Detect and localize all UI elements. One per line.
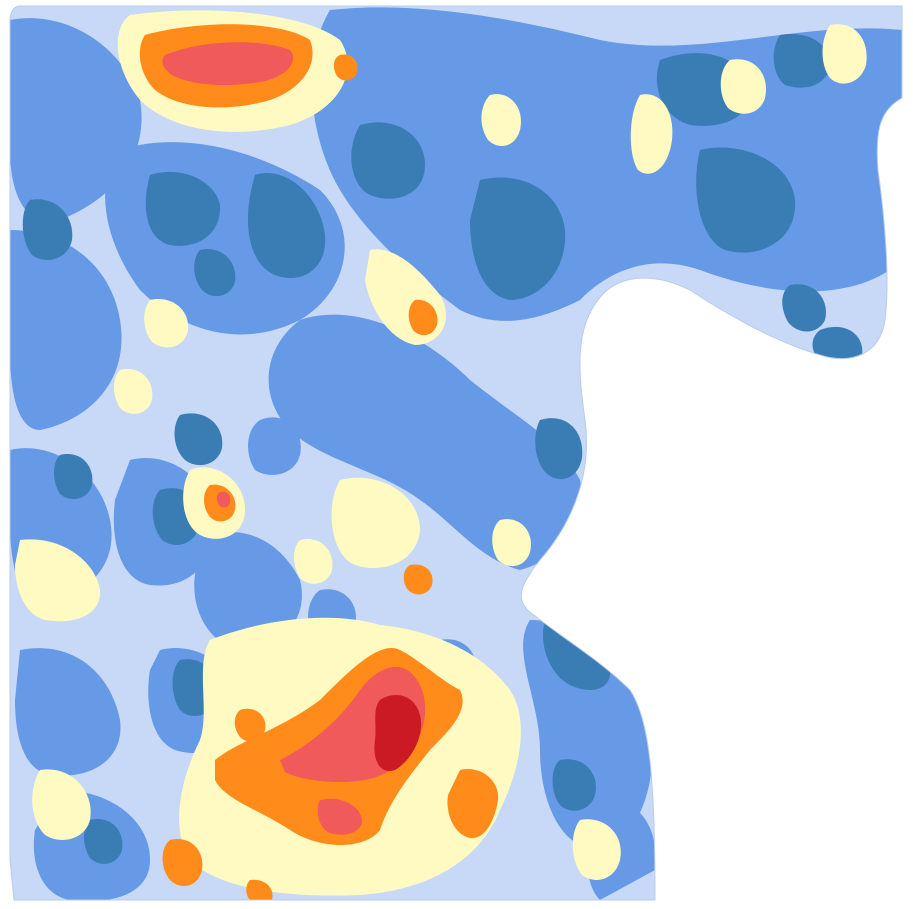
field-heatmap-map (0, 0, 913, 909)
field-area (0, 0, 913, 909)
